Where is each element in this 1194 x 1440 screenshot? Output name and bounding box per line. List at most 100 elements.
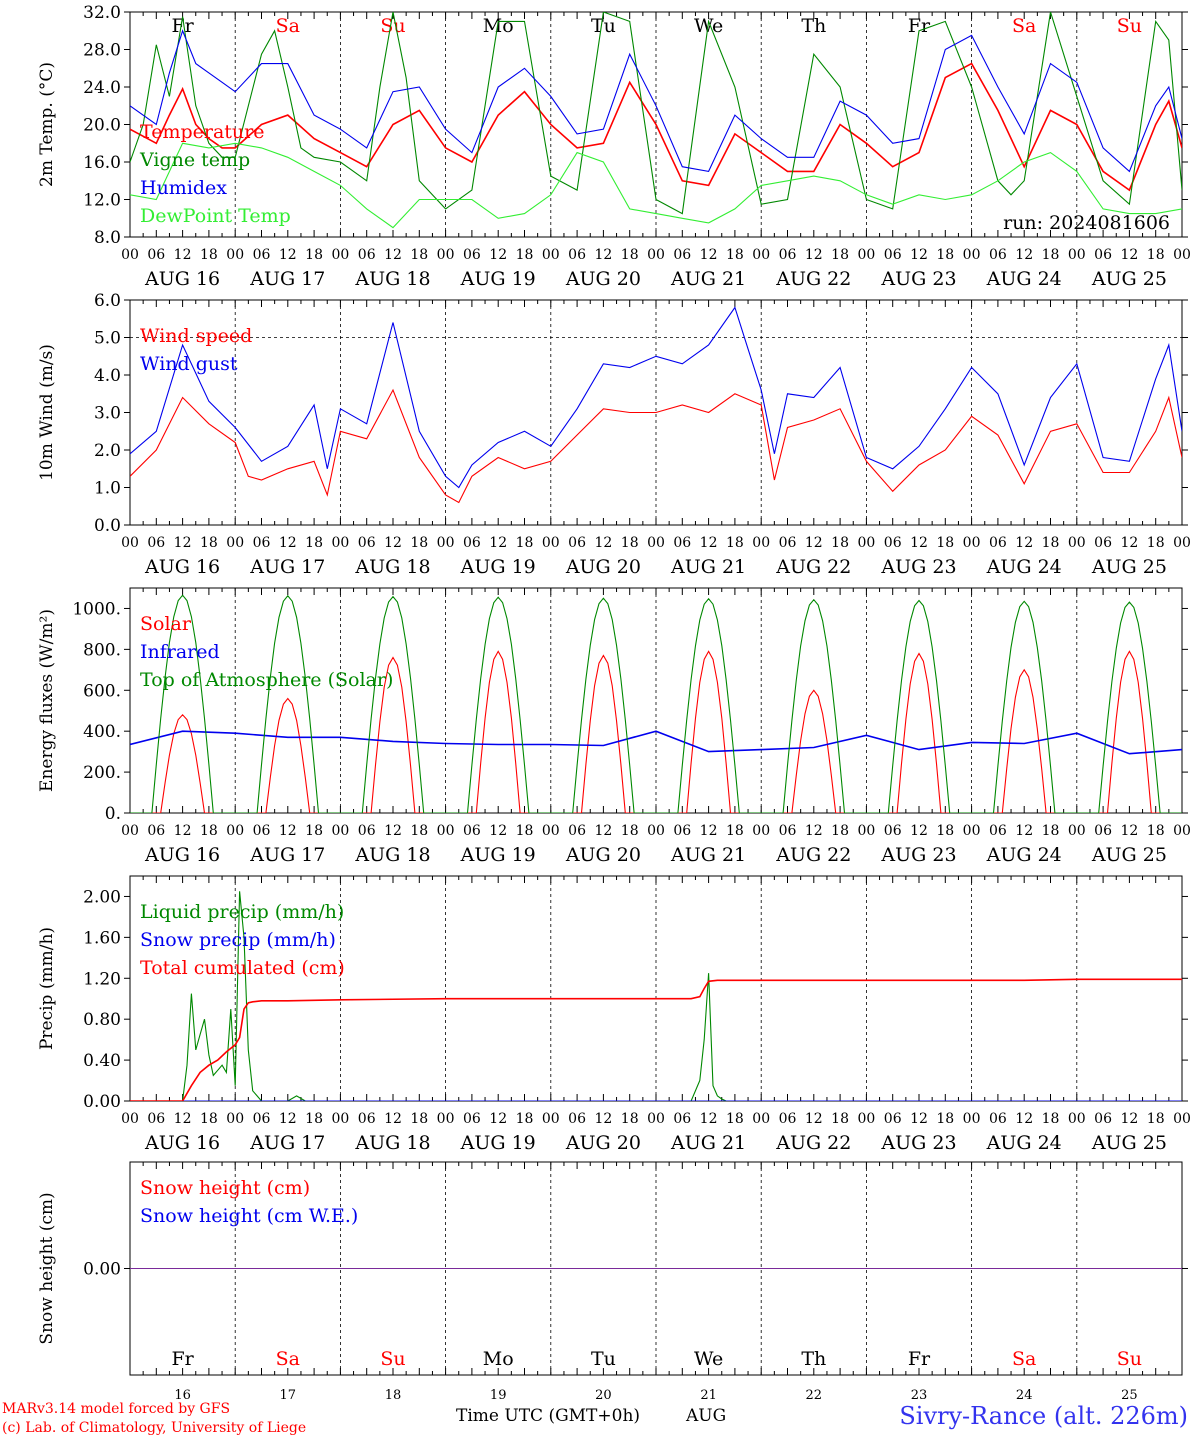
weekday-label: Sa [276,15,300,37]
legend-entry: Temperature [140,121,264,143]
x-hour-label: 12 [384,1111,402,1127]
x-hour-label: 00 [542,247,560,263]
x-hour-label: 18 [1147,535,1165,551]
x-date-label: AUG 23 [880,268,956,290]
x-hour-label: 12 [174,823,192,839]
x-hour-label: 12 [1120,247,1138,263]
x-hour-label: 06 [147,535,165,551]
x-date-label: AUG 21 [670,268,746,290]
y-tick-label: 0.00 [83,1260,121,1280]
x-hour-label: 18 [200,823,218,839]
x-hour-label: 00 [331,535,349,551]
x-hour-label: 00 [542,535,560,551]
x-hour-label: 00 [1068,823,1086,839]
x-date-label: AUG 20 [565,556,641,578]
y-tick-label: 32.0 [83,3,121,23]
x-hour-label: 00 [226,247,244,263]
y-tick-label: 400. [83,722,121,742]
x-date-label: AUG 24 [986,268,1062,290]
panel-wind: 0.0 1.0 2.0 3.0 4.0 5.0 6.0 10m Wind (m/s) 00 06 1… [37,291,1191,578]
time-axis-label: Time UTC (GMT+0h) [456,1406,641,1426]
x-hour-label: 00 [1173,535,1191,551]
x-date-label: AUG 20 [565,1132,641,1154]
weekday-label: Su [380,1348,405,1370]
x-hour-label: 12 [384,823,402,839]
x-date-label: AUG 20 [565,268,641,290]
x-hour-label: 06 [463,247,481,263]
x-hour-label: 00 [437,535,455,551]
x-hour-label: 00 [121,823,139,839]
series-line-liquid-precip-mm-h- [130,891,1182,1101]
y-tick-label: 20.0 [83,116,121,136]
weekday-label: Mo [483,1348,514,1370]
x-hour-label: 18 [936,823,954,839]
x-hour-label: 18 [621,535,639,551]
x-hour-label: 18 [410,823,428,839]
x-hour-label: 06 [673,1111,691,1127]
legend-entry: Vigne temp [139,149,250,171]
x-hour-label: 18 [621,1111,639,1127]
x-hour-label: 12 [805,1111,823,1127]
weekday-label: Sa [1012,1348,1036,1370]
x-hour-label: 12 [594,535,612,551]
x-hour-label: 00 [752,823,770,839]
legend-entry: Snow height (cm) [140,1177,310,1199]
y-tick-label: 0. [105,804,121,824]
x-hour-label: 00 [331,823,349,839]
panel-precip: 0.00 0.40 0.80 1.20 1.60 2.00 Precip (mm/h) 00 0… [37,875,1191,1154]
x-hour-label: 12 [700,535,718,551]
x-day-number: 17 [280,1388,297,1403]
x-hour-label: 18 [831,823,849,839]
x-date-label: AUG 25 [1091,1132,1167,1154]
x-hour-label: 12 [1015,247,1033,263]
x-date-label: AUG 18 [354,268,430,290]
series-line-wind-speed [130,388,1182,504]
panel-snow: 0.00 Snow height (cm) Fr Sa Su Mo Tu We Th Fr Sa Su… [37,1161,1188,1403]
x-date-label: AUG 18 [354,1132,430,1154]
x-hour-label: 18 [410,1111,428,1127]
y-tick-label: 12.0 [83,191,121,211]
x-hour-label: 06 [147,823,165,839]
y-tick-label: 1.0 [94,479,121,499]
y-tick-label: 16.0 [83,153,121,173]
x-hour-label: 18 [936,1111,954,1127]
panel-temperature: 8.0 12.0 16.0 20.0 24.0 28.0 32.0 2m Temp. (°C)… [37,3,1191,290]
x-hour-label: 00 [437,1111,455,1127]
station-title: Sivry-Rance (alt. 226m) [899,1402,1188,1430]
x-hour-label: 06 [568,823,586,839]
x-hour-label: 06 [989,1111,1007,1127]
x-hour-label: 12 [174,247,192,263]
x-hour-label: 12 [910,823,928,839]
x-hour-label: 18 [410,535,428,551]
x-hour-label: 18 [200,1111,218,1127]
weekday-label: Fr [171,15,194,37]
x-hour-label: 18 [936,247,954,263]
x-hour-label: 06 [568,535,586,551]
x-date-label: AUG 16 [144,268,220,290]
x-hour-label: 06 [779,1111,797,1127]
x-date-label: AUG 25 [1091,268,1167,290]
x-hour-label: 00 [1068,247,1086,263]
x-hour-label: 06 [884,247,902,263]
x-hour-label: 06 [358,247,376,263]
y-tick-label: 5.0 [94,329,121,349]
weekday-label: Su [380,15,405,37]
x-hour-label: 00 [752,535,770,551]
x-hour-label: 18 [1147,1111,1165,1127]
x-hour-label: 00 [963,535,981,551]
legend-entry: Snow height (cm W.E.) [140,1205,358,1227]
x-hour-label: 06 [147,247,165,263]
x-date-label: AUG 21 [670,844,746,866]
x-hour-label: 00 [1068,535,1086,551]
series-line-top-of-atmosphere-solar- [130,594,1182,813]
legend-entry: Top of Atmosphere (Solar) [140,669,393,691]
x-hour-label: 12 [594,823,612,839]
x-hour-label: 12 [805,247,823,263]
x-date-label: AUG 22 [775,844,851,866]
x-hour-label: 00 [1173,247,1191,263]
x-hour-label: 18 [1042,823,1060,839]
y-axis-label: Energy fluxes (W/m²) [37,609,57,792]
month-label: AUG [686,1406,727,1426]
x-date-label: AUG 22 [775,556,851,578]
y-tick-label: 2.00 [83,887,121,907]
